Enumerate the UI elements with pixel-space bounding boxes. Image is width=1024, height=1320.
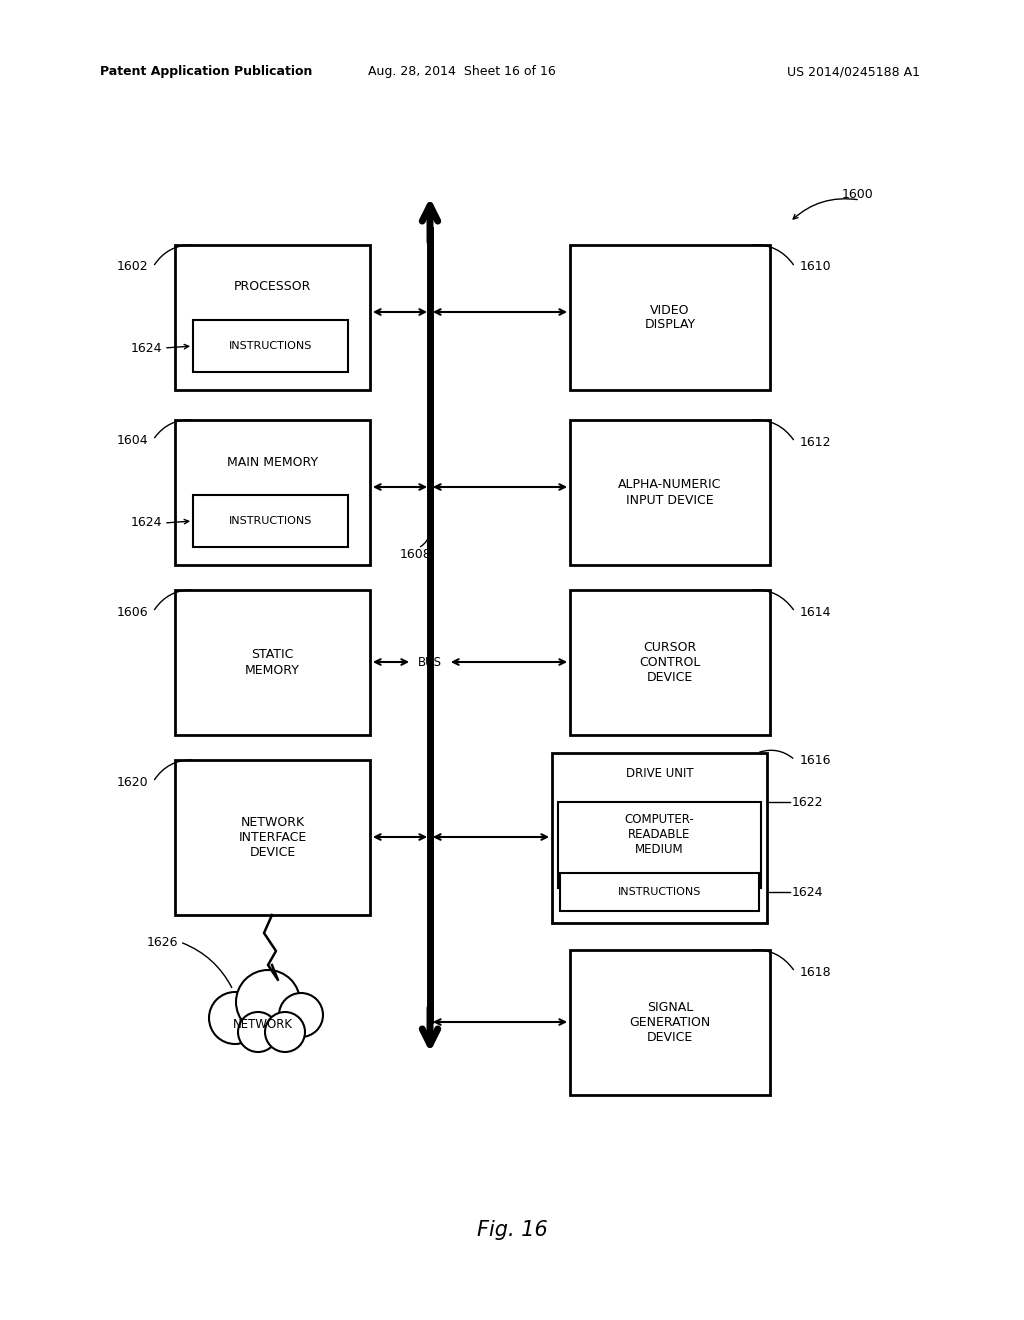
Text: INSTRUCTIONS: INSTRUCTIONS — [617, 887, 701, 898]
Text: 1608: 1608 — [400, 548, 432, 561]
Text: PROCESSOR: PROCESSOR — [233, 281, 311, 293]
Text: 1606: 1606 — [117, 606, 148, 619]
Text: CURSOR
CONTROL
DEVICE: CURSOR CONTROL DEVICE — [639, 642, 700, 684]
Bar — [558, 803, 761, 888]
Bar — [175, 420, 370, 565]
Text: INSTRUCTIONS: INSTRUCTIONS — [228, 341, 312, 351]
Text: US 2014/0245188 A1: US 2014/0245188 A1 — [787, 66, 920, 78]
Text: ALPHA-NUMERIC
INPUT DEVICE: ALPHA-NUMERIC INPUT DEVICE — [618, 479, 722, 507]
Circle shape — [279, 993, 323, 1038]
Text: BUS: BUS — [418, 656, 442, 668]
Bar — [175, 590, 370, 735]
Text: 1602: 1602 — [117, 260, 148, 273]
Bar — [560, 873, 759, 911]
Circle shape — [238, 1012, 278, 1052]
Text: 1620: 1620 — [117, 776, 148, 788]
Bar — [175, 246, 370, 389]
Bar — [570, 950, 770, 1096]
Text: 1624: 1624 — [130, 516, 162, 529]
Text: 1624: 1624 — [792, 886, 823, 899]
Text: NETWORK: NETWORK — [233, 1019, 293, 1031]
Circle shape — [236, 970, 300, 1034]
Text: VIDEO
DISPLAY: VIDEO DISPLAY — [644, 304, 695, 331]
Text: Fig. 16: Fig. 16 — [476, 1220, 548, 1239]
Text: NETWORK
INTERFACE
DEVICE: NETWORK INTERFACE DEVICE — [239, 816, 306, 859]
Text: MAIN MEMORY: MAIN MEMORY — [227, 455, 318, 469]
Text: COMPUTER-
READABLE
MEDIUM: COMPUTER- READABLE MEDIUM — [625, 813, 694, 857]
Text: 1624: 1624 — [130, 342, 162, 355]
Bar — [193, 319, 348, 372]
Text: SIGNAL
GENERATION
DEVICE: SIGNAL GENERATION DEVICE — [630, 1001, 711, 1044]
Bar — [552, 752, 767, 923]
Text: 1600: 1600 — [842, 189, 873, 202]
Bar — [570, 246, 770, 389]
Text: 1618: 1618 — [800, 965, 831, 978]
Text: Aug. 28, 2014  Sheet 16 of 16: Aug. 28, 2014 Sheet 16 of 16 — [368, 66, 556, 78]
Text: 1626: 1626 — [146, 936, 178, 949]
Circle shape — [265, 1012, 305, 1052]
Text: 1614: 1614 — [800, 606, 831, 619]
Bar — [193, 495, 348, 546]
Bar — [175, 760, 370, 915]
Text: 1610: 1610 — [800, 260, 831, 273]
Text: Patent Application Publication: Patent Application Publication — [100, 66, 312, 78]
Text: STATIC
MEMORY: STATIC MEMORY — [245, 648, 300, 676]
Text: 1622: 1622 — [792, 796, 823, 808]
Bar — [570, 590, 770, 735]
Text: 1616: 1616 — [800, 754, 831, 767]
Text: 1612: 1612 — [800, 436, 831, 449]
Bar — [570, 420, 770, 565]
Circle shape — [209, 993, 261, 1044]
Text: DRIVE UNIT: DRIVE UNIT — [626, 767, 693, 780]
Text: INSTRUCTIONS: INSTRUCTIONS — [228, 516, 312, 525]
Text: 1604: 1604 — [117, 433, 148, 446]
